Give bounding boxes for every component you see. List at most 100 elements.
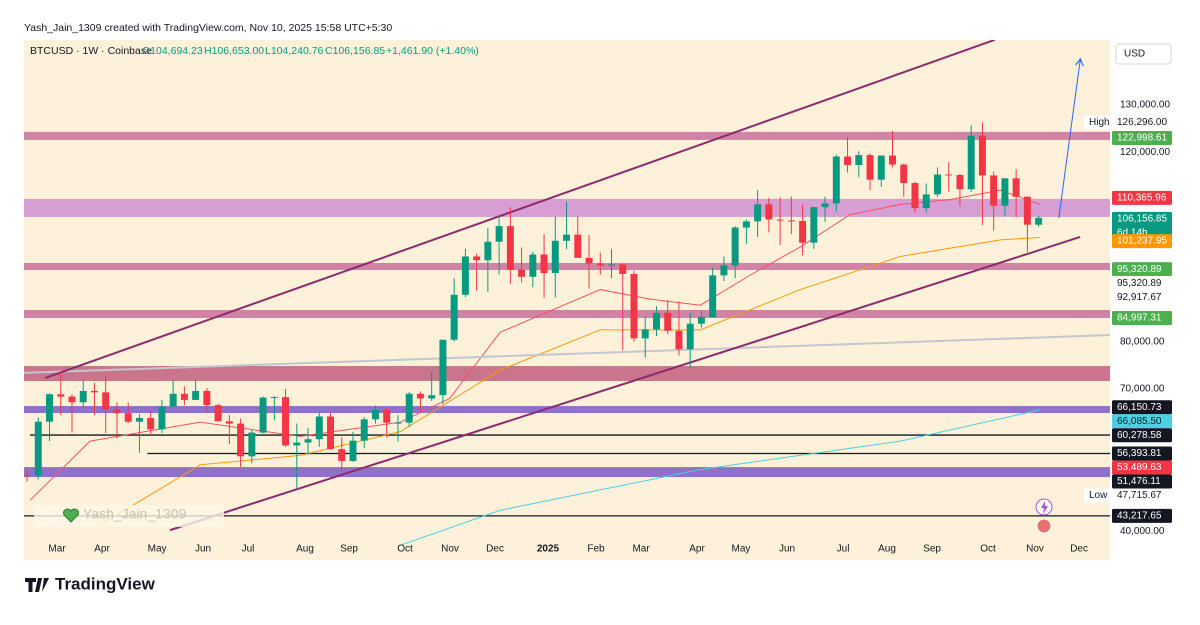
- candle-body: [765, 204, 773, 220]
- candle-body: [585, 257, 593, 264]
- x-tick-label: Sep: [923, 544, 941, 555]
- price-label: 126,296.00: [1117, 117, 1167, 128]
- candle-body: [79, 390, 87, 403]
- x-tick-label: May: [148, 544, 167, 555]
- price-label: 47,715.67: [1117, 490, 1162, 501]
- candle-body: [113, 409, 121, 414]
- price-label-box: [1112, 115, 1172, 130]
- price-zone: [24, 309, 1110, 318]
- price-tag: High: [1089, 117, 1110, 128]
- y-tick-label: 70,000.00: [1120, 384, 1165, 395]
- candle-body: [563, 234, 571, 241]
- candle-body: [473, 256, 481, 261]
- candle-body: [147, 417, 155, 430]
- price-label-box: [1112, 234, 1172, 249]
- candle-body: [799, 220, 807, 243]
- currency-box[interactable]: [1115, 43, 1172, 65]
- candle-body: [90, 390, 98, 393]
- price-tag-box: [1084, 488, 1112, 503]
- candle-body: [225, 421, 233, 424]
- candle-body: [832, 156, 840, 204]
- watermark-heart: [63, 508, 79, 523]
- candle-body: [956, 174, 964, 190]
- candle-body: [574, 234, 582, 258]
- price-zone: [24, 131, 1110, 140]
- candle-body: [889, 155, 896, 165]
- candle-body: [697, 317, 705, 324]
- event-bolt: [1041, 501, 1048, 514]
- candle-body: [282, 397, 290, 446]
- candle-body: [945, 174, 953, 176]
- candle-body: [540, 254, 548, 274]
- price-label-box: [1112, 290, 1172, 305]
- close-label: C106,156.85: [325, 45, 385, 57]
- candle-body: [754, 204, 762, 222]
- price-tag-box: [1084, 115, 1112, 130]
- candle-body: [1012, 178, 1020, 197]
- price-label: 84,997.31: [1117, 313, 1162, 324]
- price-label: 92,917.67: [1117, 292, 1162, 303]
- overlay-line: [169, 235, 1081, 532]
- candle-body: [405, 393, 413, 423]
- overlay-line: [44, 40, 996, 379]
- x-tick-label: Dec: [486, 544, 504, 555]
- currency[interactable]: USD: [1124, 49, 1145, 60]
- x-tick-label: Mar: [48, 544, 66, 555]
- candle-body: [450, 294, 458, 340]
- candle-body: [900, 164, 908, 184]
- candle-body: [124, 413, 132, 422]
- candle-body: [57, 394, 65, 397]
- price-label: 43,217.65: [1117, 511, 1162, 522]
- candle-body: [529, 254, 537, 277]
- x-tick-label: Aug: [878, 544, 896, 555]
- price-label-box: [1112, 276, 1172, 291]
- candle-body: [630, 273, 638, 339]
- candle-body: [686, 323, 694, 350]
- candle-body: [169, 393, 177, 407]
- candle-body: [518, 269, 526, 277]
- brand-logo: [25, 578, 49, 592]
- candle-body: [34, 421, 42, 476]
- open-label: O104,694.23: [142, 45, 203, 57]
- candle-body: [46, 394, 53, 422]
- event-flag[interactable]: [1036, 518, 1052, 534]
- candle-body: [371, 409, 379, 420]
- y-tick-label: 120,000.00: [1120, 147, 1170, 158]
- x-tick-label: Feb: [587, 544, 605, 555]
- candle-body: [192, 390, 200, 400]
- candle-body: [68, 396, 76, 403]
- x-tick-label: Jun: [195, 544, 211, 555]
- candle-body: [428, 395, 436, 399]
- price-label-box: [1112, 488, 1172, 503]
- price-label-box: [1112, 508, 1172, 523]
- overlay-line: [400, 409, 1040, 546]
- price-label: 95,320.89: [1117, 264, 1162, 275]
- candle-body: [248, 432, 256, 457]
- candle-body: [664, 312, 672, 331]
- candle-body: [855, 155, 863, 166]
- overlay-line: [99, 236, 1040, 526]
- y-tick-label: 40,000.00: [1120, 526, 1165, 537]
- price-label-box: [1112, 131, 1172, 146]
- x-tick-label: Oct: [397, 544, 413, 555]
- overlay-line: [1058, 60, 1080, 218]
- price-label-box: [1112, 311, 1172, 326]
- price-zone: [24, 366, 1110, 382]
- candle-body: [360, 419, 368, 441]
- price-label-box: [1112, 414, 1172, 429]
- price-label: 66,150.73: [1117, 402, 1162, 413]
- price-label: 110,365.96: [1117, 193, 1167, 204]
- x-tick-label: Nov: [1026, 544, 1044, 555]
- candle-body: [652, 312, 660, 330]
- candle-body: [720, 265, 728, 276]
- candle-body: [675, 330, 683, 350]
- price-label-box: [1112, 428, 1172, 443]
- candle-body: [24, 475, 31, 477]
- candle-body: [461, 256, 469, 295]
- price-label: 122,998.61: [1117, 133, 1167, 144]
- price-label-box: [1112, 474, 1172, 489]
- x-tick-label: Mar: [632, 544, 650, 555]
- candle-body: [135, 417, 143, 422]
